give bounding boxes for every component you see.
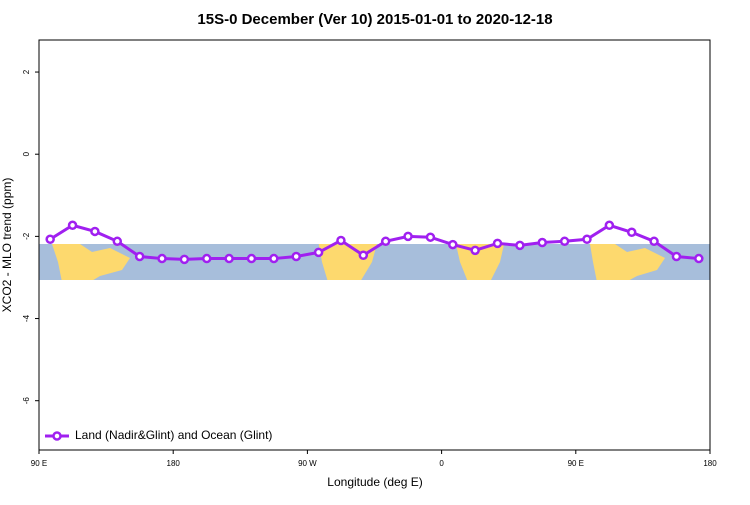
chart-title: 15S-0 December (Ver 10) 2015-01-01 to 20… [197, 11, 552, 28]
data-point [626, 227, 637, 238]
legend-label: Land (Nadir&Glint) and Ocean (Glint) [75, 428, 272, 442]
x-tick-label: 90 W [298, 459, 317, 468]
data-point [604, 220, 615, 231]
data-point [470, 245, 480, 256]
y-tick-label: 0 [22, 151, 31, 156]
data-point [380, 236, 391, 247]
data-point [134, 251, 145, 262]
x-tick-label: 180 [167, 459, 181, 468]
legend-marker [52, 431, 62, 441]
data-point [559, 236, 570, 247]
data-point [671, 251, 682, 262]
data-point [291, 251, 301, 262]
x-tick-label: 180 [703, 459, 717, 468]
plot-frame [38, 39, 711, 451]
data-point [336, 235, 346, 246]
data-point [224, 253, 234, 264]
data-point [694, 253, 704, 264]
data-point [492, 238, 503, 249]
data-point [269, 253, 279, 264]
data-point [403, 231, 413, 242]
y-tick-label: 2 [22, 69, 31, 74]
data-point [313, 247, 324, 258]
data-point [448, 239, 458, 250]
y-axis-label: XCO2 - MLO trend (ppm) [0, 178, 14, 313]
y-tick-label: -2 [22, 232, 31, 240]
data-point [112, 236, 123, 247]
data-point [582, 234, 592, 244]
data-point [246, 253, 257, 264]
y-tick-label: -4 [22, 314, 31, 322]
data-point [67, 220, 78, 231]
data-point [515, 240, 525, 251]
data-point [45, 234, 55, 244]
data-point [90, 226, 100, 237]
y-tick-label: -6 [22, 397, 31, 405]
data-point [649, 236, 659, 247]
data-point [537, 237, 547, 248]
data-point [358, 250, 369, 261]
x-axis-label: Longitude (deg E) [327, 475, 422, 489]
data-point [425, 232, 436, 242]
x-tick-label: 90 E [568, 459, 584, 468]
data-point [179, 254, 190, 265]
data-point [157, 253, 167, 264]
x-tick-label: 90 E [31, 459, 47, 468]
x-tick-label: 0 [439, 459, 444, 468]
data-point [202, 253, 212, 264]
